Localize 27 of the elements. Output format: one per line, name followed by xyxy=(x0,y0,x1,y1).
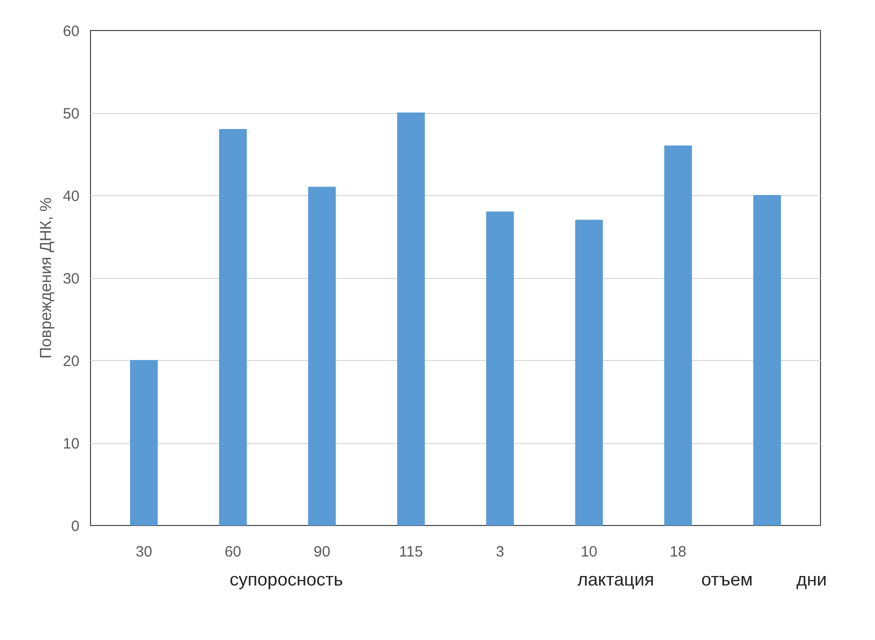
y-axis-title: Повреждения ДНК, % xyxy=(38,197,55,359)
bar xyxy=(219,129,247,526)
y-tick-label: 30 xyxy=(62,270,80,288)
x-tick-label: 60 xyxy=(224,544,242,560)
y-tick-label: 60 xyxy=(62,23,80,40)
x-tick-label: 18 xyxy=(670,544,686,560)
text: лактация xyxy=(577,570,654,590)
bar xyxy=(397,112,425,526)
x-tick-label: 90 xyxy=(314,544,330,560)
y-tick-label: 20 xyxy=(62,353,80,370)
text: отъем xyxy=(701,570,753,590)
x-tick-label: 30 xyxy=(136,544,152,560)
x-tick-label: 3 xyxy=(496,544,504,560)
text: дни xyxy=(796,570,827,590)
y-tick-label: 0 xyxy=(71,518,80,535)
bar xyxy=(308,186,336,526)
x-tick-label: 10 xyxy=(580,544,598,560)
bar xyxy=(486,212,514,526)
y-tick-label: 50 xyxy=(62,106,80,122)
bar xyxy=(130,360,158,526)
bar xyxy=(664,146,692,526)
y-tick-label: 40 xyxy=(62,188,80,205)
bar xyxy=(575,220,603,526)
y-tick-label: 10 xyxy=(62,436,80,452)
bar xyxy=(753,195,781,526)
x-tick-label: 115 xyxy=(399,544,423,560)
text: супоросность xyxy=(230,570,344,590)
